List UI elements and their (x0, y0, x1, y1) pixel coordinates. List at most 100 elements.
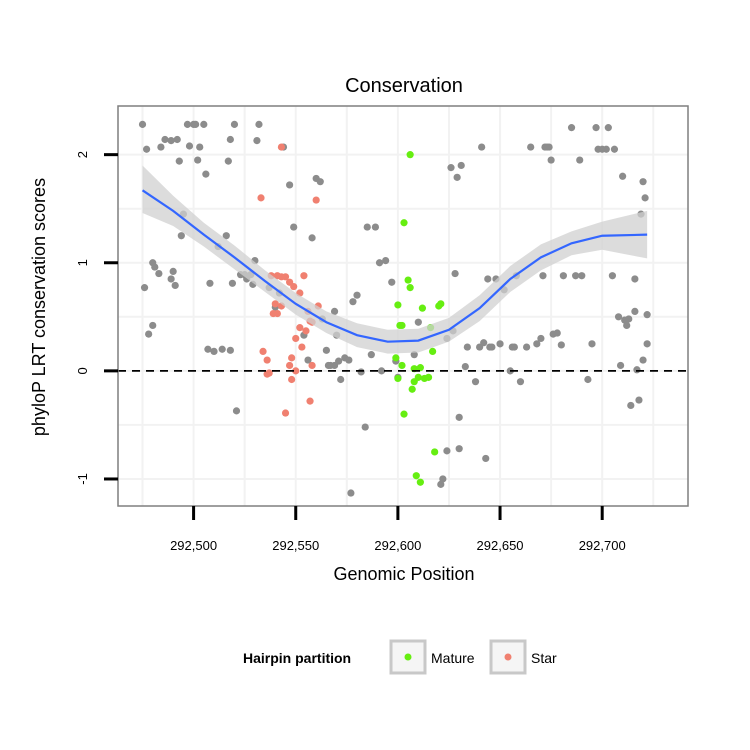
point-other (347, 489, 355, 497)
point-other (533, 340, 541, 348)
point-other (183, 120, 192, 128)
point-other (149, 321, 157, 330)
point-mature (398, 321, 406, 330)
point-other (228, 279, 237, 287)
point-other (255, 120, 263, 128)
point-other (143, 145, 151, 153)
point-other (547, 156, 555, 164)
point-other (210, 347, 218, 356)
point-other (484, 275, 492, 283)
point-other (222, 232, 230, 240)
point-other (455, 445, 463, 453)
point-star (281, 273, 290, 281)
point-other (157, 143, 165, 151)
point-other (335, 357, 343, 365)
legend-dot-star (504, 653, 512, 661)
point-other (641, 194, 649, 202)
point-other (138, 120, 147, 128)
point-mature (394, 374, 402, 383)
point-other (349, 298, 357, 306)
x-tick-label: 292,550 (272, 538, 319, 553)
point-other (161, 135, 169, 144)
point-other (169, 267, 177, 276)
point-other (559, 272, 567, 280)
point-other (482, 454, 490, 463)
point-other (194, 156, 202, 164)
point-other (604, 124, 612, 132)
point-star (265, 369, 273, 377)
x-tick-label: 292,700 (579, 538, 626, 553)
point-other (414, 318, 422, 326)
point-other (167, 136, 175, 145)
point-mature (394, 301, 402, 309)
point-mature (437, 300, 445, 308)
legend-label-star: Star (531, 650, 557, 666)
point-other (439, 475, 447, 483)
point-mature (416, 478, 424, 486)
point-other (616, 361, 625, 370)
point-star (288, 375, 296, 384)
point-other (204, 345, 212, 353)
legend-title: Hairpin partition (243, 650, 351, 666)
point-other (627, 401, 635, 410)
point-other (461, 362, 469, 371)
point-other (537, 334, 545, 343)
point-other (614, 313, 623, 321)
point-star (277, 143, 286, 151)
chart-title: Conservation (345, 75, 463, 97)
point-other (167, 275, 175, 283)
point-mature (398, 361, 406, 370)
point-other (290, 223, 298, 231)
confidence-ribbon (142, 165, 648, 354)
point-mature (424, 373, 433, 381)
point-other (155, 269, 163, 278)
point-other (200, 120, 208, 128)
point-mature (416, 364, 424, 372)
point-other (447, 164, 455, 172)
point-other (206, 279, 214, 287)
point-other (286, 181, 294, 189)
point-other (631, 307, 639, 316)
point-mature (404, 276, 412, 284)
y-tick-label: 1 (75, 259, 90, 266)
point-mature (408, 385, 416, 393)
point-star (296, 324, 304, 332)
point-other (177, 232, 185, 240)
x-tick-label: 292,500 (170, 538, 217, 553)
point-other (539, 272, 547, 280)
legend-dot-mature (404, 653, 412, 661)
point-other (619, 172, 627, 180)
x-axis-title: Genomic Position (333, 564, 474, 584)
point-other (140, 284, 149, 292)
point-other (488, 343, 496, 351)
point-star (273, 309, 281, 318)
point-other (375, 259, 384, 267)
y-tick-label: 2 (75, 151, 90, 158)
point-other (363, 223, 371, 231)
point-other (516, 378, 525, 386)
point-star (298, 343, 306, 351)
point-other (588, 340, 596, 348)
point-other (224, 157, 232, 165)
point-mature (406, 151, 414, 159)
point-other (316, 178, 324, 186)
point-mature (431, 448, 439, 456)
y-tick-label: 0 (75, 367, 90, 374)
point-mature (414, 373, 422, 381)
point-star (312, 196, 320, 204)
y-axis-title: phyloP LRT conservation scores (29, 178, 49, 436)
legend: Hairpin partition Mature Star (243, 639, 557, 675)
point-other (192, 120, 200, 128)
point-mature (418, 304, 427, 312)
point-star (302, 327, 310, 335)
point-other (388, 278, 396, 286)
point-other (382, 256, 390, 265)
point-other (173, 135, 181, 144)
point-star (271, 300, 279, 308)
point-star (286, 361, 294, 370)
point-mature (392, 354, 400, 362)
point-other (202, 170, 210, 178)
point-other (253, 136, 261, 145)
point-other (602, 145, 610, 153)
point-other (453, 173, 461, 181)
